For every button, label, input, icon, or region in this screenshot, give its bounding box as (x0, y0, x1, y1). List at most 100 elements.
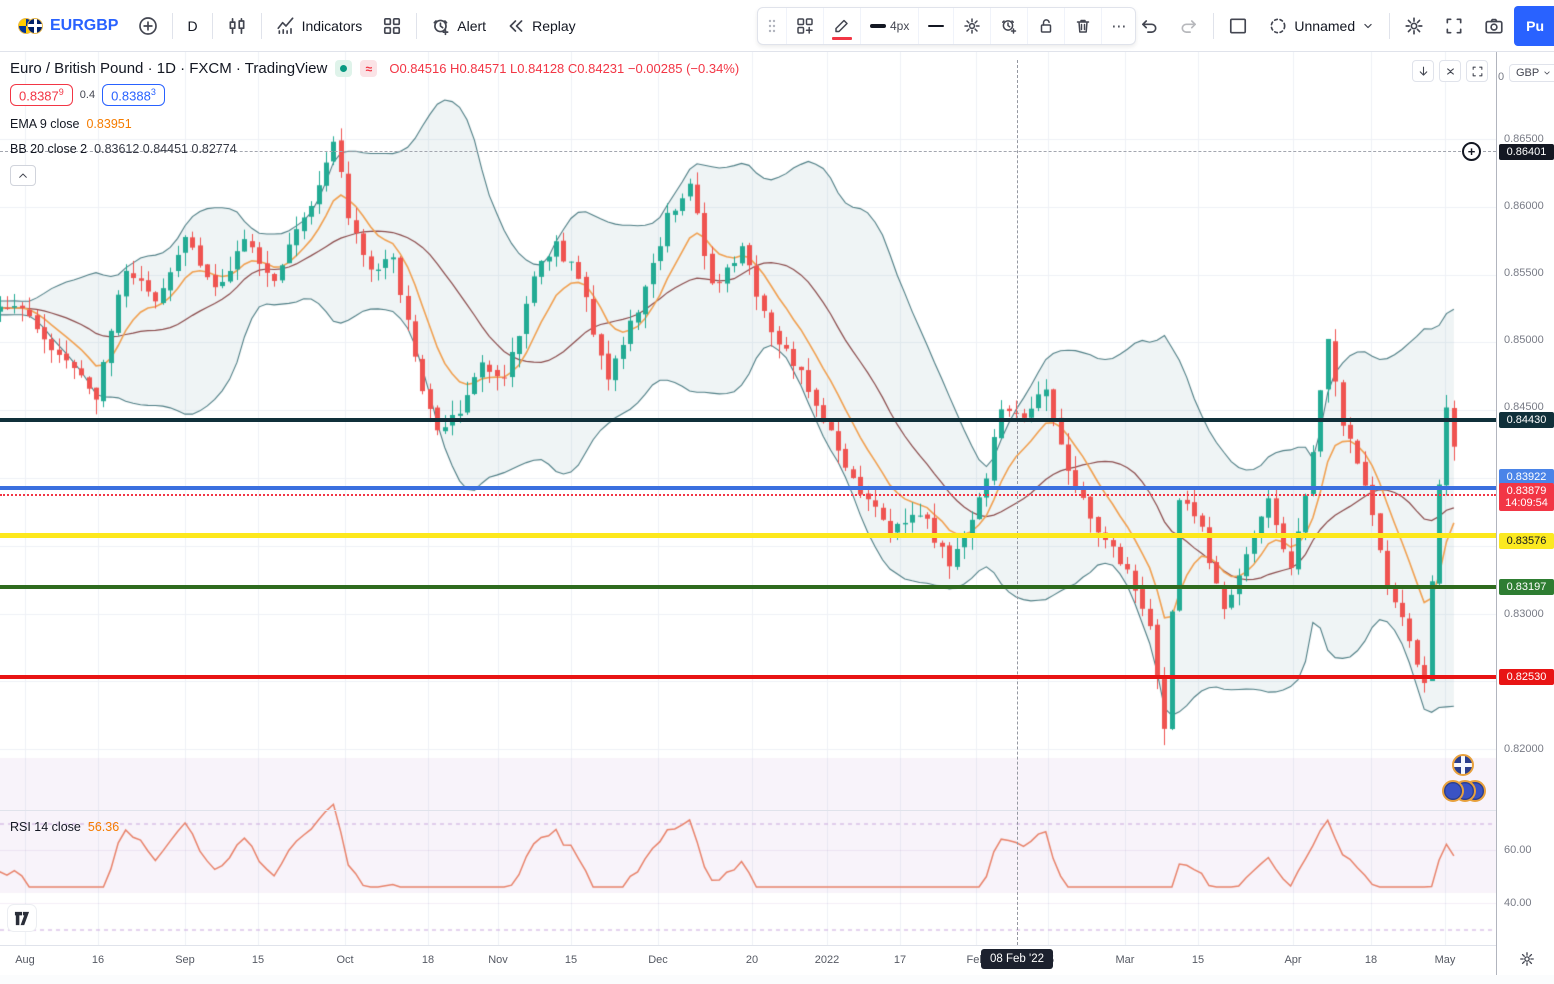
main-chart-canvas[interactable] (0, 52, 1496, 945)
sell-price-button[interactable]: 0.83879 (10, 84, 73, 107)
replay-button[interactable]: Replay (496, 8, 586, 44)
price-axis-tick: 0.82000 (1504, 743, 1544, 755)
time-axis[interactable]: Aug 16 Sep 15 Oct 18 Nov 15 Dec 20 2022 17 Feb 15 Mar 1… (0, 945, 1496, 975)
chevron-down-icon (1364, 23, 1372, 29)
fullscreen-button[interactable] (1434, 8, 1474, 44)
symbol-flags-icon (18, 16, 44, 36)
camera-icon (1485, 18, 1503, 34)
line-width-label: 4px (890, 19, 910, 33)
lock-drawing-button[interactable] (1027, 8, 1064, 44)
currency-unit-button[interactable]: GBP (1509, 64, 1554, 82)
chart-style-button[interactable] (217, 8, 257, 44)
time-axis-tick: Oct (336, 954, 354, 966)
maximize-pane-button[interactable] (1466, 60, 1488, 82)
price-axis-tick: 0.83000 (1504, 608, 1544, 620)
fullscreen-icon (1446, 18, 1462, 34)
market-open-status-icon[interactable] (335, 60, 353, 77)
undo-button[interactable] (1129, 8, 1169, 44)
single-layout-icon (1230, 18, 1247, 34)
bb-values: 0.83612 0.84451 0.82774 (94, 142, 237, 157)
delayed-data-icon[interactable]: ≈ (360, 60, 378, 77)
pane-mini-buttons (1412, 60, 1488, 82)
add-layout-button[interactable] (786, 8, 823, 44)
scroll-to-realtime-button[interactable] (1412, 60, 1434, 82)
axis-settings-gear-icon[interactable] (1519, 951, 1535, 972)
symbol-add-button[interactable] (128, 8, 168, 44)
current-price-price-label: 0.83879 14:09:54 (1499, 483, 1554, 511)
redo-button[interactable] (1169, 8, 1209, 44)
time-axis-tick: Aug (15, 954, 35, 966)
collapse-legend-button[interactable] (10, 165, 36, 187)
replay-label: Replay (532, 17, 576, 34)
toolbar-drag-handle[interactable] (758, 8, 786, 44)
line-width-button[interactable]: 4px (860, 8, 918, 44)
bb-legend[interactable]: BB 20 close 2 0.83612 0.84451 0.82774 (10, 142, 739, 156)
time-axis-tick: Mar (1115, 954, 1135, 966)
delete-drawing-button[interactable] (1064, 8, 1101, 44)
toolbar-separator (211, 12, 213, 39)
level-yellow-price-label: 0.83576 (1499, 533, 1554, 549)
add-alert-on-drawing-button[interactable] (990, 8, 1027, 44)
current-price-line[interactable] (0, 494, 1496, 496)
indicators-button[interactable]: Indicators (266, 8, 373, 44)
gear-icon (1405, 17, 1423, 35)
level-blue-price-label: 0.83922 (1499, 469, 1554, 485)
level-green-line[interactable] (0, 585, 1496, 589)
collapse-pane-button[interactable] (1439, 60, 1461, 82)
chart-properties-button[interactable] (1394, 8, 1434, 44)
interval-label: D (187, 17, 198, 34)
alert-label: Alert (457, 17, 487, 34)
spread-value: 0.4 (79, 89, 96, 102)
time-axis-tick: Nov (488, 954, 508, 966)
time-axis-tick: 16 (91, 954, 105, 966)
alarm-clock-icon (433, 19, 449, 35)
layout-select-button[interactable] (1218, 8, 1258, 44)
buy-price-button[interactable]: 0.83883 (102, 84, 165, 107)
ema-legend[interactable]: EMA 9 close 0.83951 (10, 117, 739, 131)
toolbar-separator (1389, 13, 1391, 39)
price-axis-tick: 0.86000 (1504, 200, 1544, 212)
indicators-icon (276, 16, 294, 34)
time-axis-tick: 15 (251, 954, 265, 966)
line-style-button[interactable] (918, 8, 953, 44)
price-axis-tick: 0.85500 (1504, 267, 1544, 279)
support-red-line[interactable] (0, 675, 1496, 679)
indicator-templates-button[interactable] (372, 8, 412, 44)
level-blue-line[interactable] (0, 486, 1496, 490)
currency-label: GBP (1516, 67, 1540, 79)
price-axis[interactable]: 0 GBP 0.86500 0.86000 0.85500 0.85000 0.8450… (1496, 52, 1554, 975)
resistance-dark-line[interactable] (0, 418, 1496, 422)
screenshot-button[interactable] (1474, 8, 1514, 44)
rsi-legend[interactable]: RSI 14 close 56.36 (10, 820, 119, 834)
alert-level-line[interactable] (0, 151, 1496, 152)
interval-button[interactable]: D (177, 8, 207, 44)
alert-button[interactable]: Alert (421, 8, 496, 44)
level-yellow-line[interactable] (0, 532, 1496, 538)
tradingview-logo[interactable] (8, 905, 36, 931)
time-axis-tick: 18 (1364, 954, 1378, 966)
time-axis-tick: 17 (893, 954, 907, 966)
line-thickness-icon (870, 24, 886, 28)
symbol-button[interactable]: EURGBP (8, 8, 128, 44)
drawing-settings-button[interactable] (953, 8, 990, 44)
more-options-button[interactable]: ⋯ (1101, 8, 1135, 44)
squeeze-icon (1446, 67, 1454, 75)
drag-dots-icon (768, 19, 776, 33)
drawing-color-button[interactable] (823, 8, 860, 44)
price-axis-tick: 0.86500 (1504, 133, 1544, 145)
toolbar-separator (172, 12, 174, 39)
time-axis-tick: 2022 (814, 954, 840, 966)
time-axis-tick: 15 (1191, 954, 1205, 966)
layout-name-label: Unnamed (1294, 18, 1356, 34)
save-layout-button[interactable]: Unnamed (1258, 8, 1385, 44)
time-axis-tick: Sep (175, 954, 195, 966)
pane-separator[interactable] (0, 810, 1496, 811)
rsi-label: RSI 14 close (10, 820, 81, 834)
ellipsis-icon: ⋯ (1111, 18, 1127, 35)
publish-button[interactable]: Pu (1514, 6, 1554, 46)
pencil-icon (835, 19, 848, 33)
legend-title[interactable]: Euro / British Pound · 1D · FXCM · Tradi… (10, 60, 328, 77)
plus-circle-icon (139, 16, 158, 35)
alert-plus-button[interactable]: + (1462, 142, 1481, 161)
